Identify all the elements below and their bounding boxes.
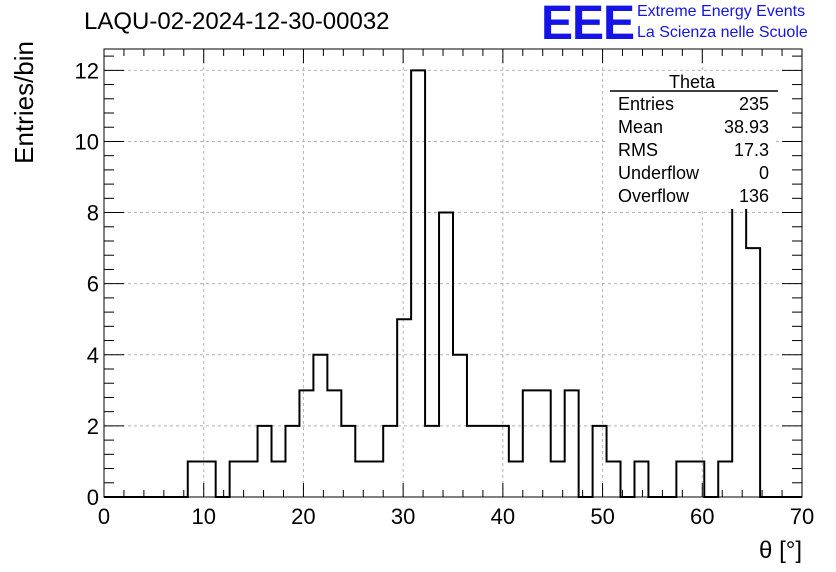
histogram-bin [258, 426, 272, 497]
histogram-bin [439, 213, 453, 497]
stats-row-value: 136 [739, 186, 769, 206]
histogram-bin [537, 390, 551, 497]
y-tick-label: 12 [75, 58, 99, 83]
histogram-bin [341, 426, 355, 497]
x-tick-label: 60 [690, 504, 714, 529]
histogram-outline [104, 69, 802, 498]
histogram-bars [104, 69, 802, 498]
x-axis-ticks: 0 10 20 30 40 50 60 70 [98, 49, 814, 529]
histogram-bin [425, 426, 439, 497]
x-tick-label: 50 [590, 504, 614, 529]
plot-frame [103, 48, 803, 498]
logo-subtitle-1: Extreme Energy Events [637, 3, 806, 20]
y-axis-label: Entries/bin [9, 41, 39, 164]
stats-rows: Entries 235 Mean 38.93 RMS 17.3 Underflow 0 Over… [618, 94, 769, 206]
histogram-bin [718, 461, 732, 497]
x-tick-label: 10 [191, 504, 215, 529]
x-tick-label: 40 [491, 504, 515, 529]
stats-row-value: 17.3 [734, 140, 769, 160]
y-tick-label: 2 [87, 414, 99, 439]
y-tick-label: 10 [75, 129, 99, 154]
histogram-bin [481, 426, 495, 497]
x-tick-label: 0 [98, 504, 110, 529]
histogram-bin [188, 461, 202, 497]
histogram-bin [299, 390, 313, 497]
y-tick-label: 6 [87, 272, 99, 297]
y-tick-label: 0 [87, 485, 99, 510]
histogram-bin [411, 70, 425, 497]
histogram-bin [285, 426, 299, 497]
histogram-bin [509, 461, 523, 497]
histogram-bin [397, 319, 411, 497]
stats-row-value: 38.93 [724, 117, 769, 137]
stats-row-label: Underflow [618, 163, 700, 183]
histogram-bin [676, 461, 690, 497]
histogram-bin [634, 461, 648, 497]
stats-row-label: Entries [618, 94, 674, 114]
stats-row-value: 0 [759, 163, 769, 183]
stats-row-label: Mean [618, 117, 663, 137]
stats-box-background [606, 72, 776, 209]
x-tick-label: 20 [291, 504, 315, 529]
histogram-bin [467, 426, 481, 497]
histogram-bin [313, 355, 327, 497]
stats-title: Theta [669, 72, 716, 92]
histogram-bin [495, 426, 509, 497]
x-axis-label: θ [°] [759, 537, 802, 564]
histogram-bin [355, 461, 369, 497]
histogram-bin [453, 355, 467, 497]
histogram-bin [607, 461, 621, 497]
stats-row-label: RMS [618, 140, 658, 160]
eee-logo: EEE [541, 0, 635, 50]
histogram-bin [565, 390, 579, 497]
y-axis-ticks: 0 2 4 6 8 10 12 [75, 55, 802, 510]
stats-box: Theta Entries 235 Mean 38.93 RMS 17.3 Underflo… [606, 72, 778, 209]
y-tick-label: 4 [87, 343, 99, 368]
histogram-bin [327, 390, 341, 497]
histogram-bin [383, 426, 397, 497]
x-tick-label: 30 [391, 504, 415, 529]
y-tick-label: 8 [87, 201, 99, 226]
chart-title: LAQU-02-2024-12-30-00032 [84, 8, 390, 35]
logo-subtitle-2: La Scienza nelle Scuole [637, 24, 808, 41]
histogram-bin [230, 461, 244, 497]
x-tick-label: 70 [790, 504, 814, 529]
stats-row-label: Overflow [618, 186, 690, 206]
histogram-bin [244, 461, 258, 497]
stats-row-value: 235 [739, 94, 769, 114]
histogram-bin [593, 426, 607, 497]
histogram-bin [523, 390, 537, 497]
histogram-bin [746, 248, 760, 497]
histogram-bin [369, 461, 383, 497]
